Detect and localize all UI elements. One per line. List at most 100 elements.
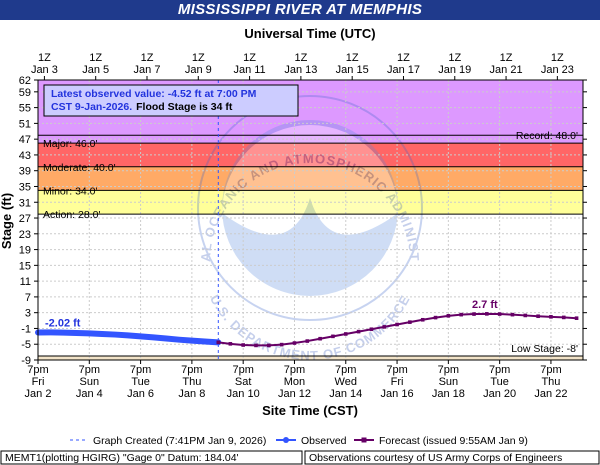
x-tick-time: 7pm: [540, 364, 561, 376]
x-tick-time: 7pm: [335, 364, 356, 376]
x-tick-time: 7pm: [79, 364, 100, 376]
x-tick-weekday: Thu: [182, 376, 201, 388]
x-tick-date: Jan 10: [227, 388, 260, 400]
x-tick-weekday: Wed: [335, 376, 357, 388]
x-tick-weekday: Sun: [439, 376, 459, 388]
hydrograph-chart: NOAANATIONAL OCEANIC AND ATMOSPHERIC ADM…: [0, 20, 600, 465]
y-axis-title: Stage (ft): [0, 193, 14, 249]
top-tick-time: 1Z: [294, 52, 307, 64]
forecast-point: [241, 343, 245, 347]
x-tick-date: Jan 18: [432, 388, 465, 400]
forecast-point: [356, 329, 361, 334]
latest-observed-box: Latest observed value: -4.52 ft at 7:00 …: [43, 84, 299, 117]
y-tick-label: -9: [21, 355, 31, 367]
forecast-point: [446, 314, 451, 318]
top-tick-time: 1Z: [38, 52, 51, 64]
forecast-point: [267, 343, 271, 348]
top-tick-time: 1Z: [346, 52, 359, 64]
observed-legend-marker: [283, 437, 289, 443]
y-tick-label: 23: [19, 229, 31, 241]
title-banner: MISSISSIPPI RIVER AT MEMPHIS: [0, 0, 600, 20]
observed-start-label: -2.02 ft: [45, 317, 81, 329]
x-tick-time: 7pm: [489, 364, 510, 376]
flood-stage-note: Flood Stage is 34 ft: [136, 101, 233, 113]
x-tick-time: 7pm: [27, 364, 48, 376]
y-tick-label: 59: [19, 87, 31, 99]
flood-category-label: Minor: 34.0': [43, 185, 98, 197]
y-tick-label: 3: [25, 308, 31, 320]
y-tick-label: 55: [19, 103, 31, 115]
x-tick-time: 7pm: [130, 364, 151, 376]
x-tick-time: 7pm: [232, 364, 253, 376]
top-tick-date: Jan 7: [134, 64, 161, 76]
top-tick-time: 1Z: [141, 52, 154, 64]
y-tick-label: 35: [19, 181, 31, 193]
top-tick-time: 1Z: [397, 52, 410, 64]
x-axis-title: Site Time (CST): [262, 403, 358, 418]
x-tick-time: 7pm: [181, 364, 202, 376]
forecast-point: [369, 327, 374, 332]
y-tick-label: 51: [19, 118, 31, 130]
flood-category-label: Major: 46.0': [43, 138, 98, 150]
x-tick-date: Jan 20: [483, 388, 516, 400]
minor-band: [38, 166, 583, 191]
y-tick-label: 43: [19, 150, 31, 162]
forecast-point: [485, 312, 489, 316]
forecast-point: [292, 341, 297, 345]
x-tick-date: Jan 22: [534, 388, 567, 400]
forecast-point: [382, 325, 387, 329]
axes-layer: 625955514743393531272319151173-1-5-97pmF…: [19, 52, 587, 400]
y-tick-label: 19: [19, 245, 31, 257]
legend-forecast: Forecast (issued 9:55AM Jan 9): [379, 435, 528, 447]
x-tick-date: Jan 8: [178, 388, 205, 400]
top-tick-time: 1Z: [448, 52, 461, 64]
forecast-point: [433, 315, 438, 320]
forecast-point: [305, 339, 310, 343]
forecast-point: [523, 313, 528, 318]
x-tick-weekday: Thu: [541, 376, 560, 388]
legend-observed: Observed: [301, 435, 347, 447]
y-tick-label: -1: [21, 323, 31, 335]
forecast-point: [472, 312, 476, 316]
y-tick-label: 7: [25, 292, 31, 304]
forecast-crest-label: 2.7 ft: [472, 299, 498, 311]
x-tick-weekday: Tue: [131, 376, 150, 388]
y-tick-label: 47: [19, 134, 31, 146]
top-tick-date: Jan 11: [233, 64, 265, 76]
forecast-point: [343, 332, 348, 336]
y-tick-label: 27: [19, 213, 31, 225]
forecast-point: [254, 343, 258, 348]
gull-icon: [222, 125, 398, 235]
y-tick-label: 15: [19, 260, 31, 272]
footer-credits: Observations courtesy of US Army Corps o…: [309, 452, 562, 464]
low-stage-band: [38, 356, 583, 360]
x-tick-time: 7pm: [386, 364, 407, 376]
top-tick-time: 1Z: [192, 52, 205, 64]
flood-category-label: Moderate: 40.0': [43, 162, 116, 174]
forecast-point: [408, 320, 412, 324]
latest-observed-date: CST 9-Jan-2026.: [51, 101, 132, 113]
forecast-point: [331, 334, 335, 339]
y-tick-label: 39: [19, 166, 31, 178]
forecast-point: [574, 316, 579, 320]
x-tick-date: Jan 6: [127, 388, 154, 400]
x-tick-weekday: Mon: [284, 376, 305, 388]
forecast-point: [420, 317, 425, 322]
chart-title: MISSISSIPPI RIVER AT MEMPHIS: [177, 1, 423, 18]
forecast-point: [318, 336, 322, 341]
top-tick-date: Jan 19: [438, 64, 471, 76]
forecast-legend-marker: [361, 437, 367, 443]
top-tick-date: Jan 21: [490, 64, 523, 76]
forecast-point: [561, 315, 566, 320]
record-stage-label: Record: 48.0': [516, 130, 578, 142]
y-tick-label: 62: [19, 75, 31, 87]
legend-graph-created: Graph Created (7:41PM Jan 9, 2026): [93, 435, 266, 447]
top-tick-time: 1Z: [551, 52, 564, 64]
top-tick-date: Jan 3: [31, 64, 58, 76]
forecast-point: [459, 312, 463, 317]
forecast-point: [279, 342, 284, 347]
top-tick-date: Jan 9: [185, 64, 212, 76]
flood-category-lines: Record: 48.0' Major: 46.0' Moderate: 40.0'…: [38, 130, 583, 357]
top-tick-time: 1Z: [243, 52, 256, 64]
x-tick-date: Jan 12: [278, 388, 311, 400]
